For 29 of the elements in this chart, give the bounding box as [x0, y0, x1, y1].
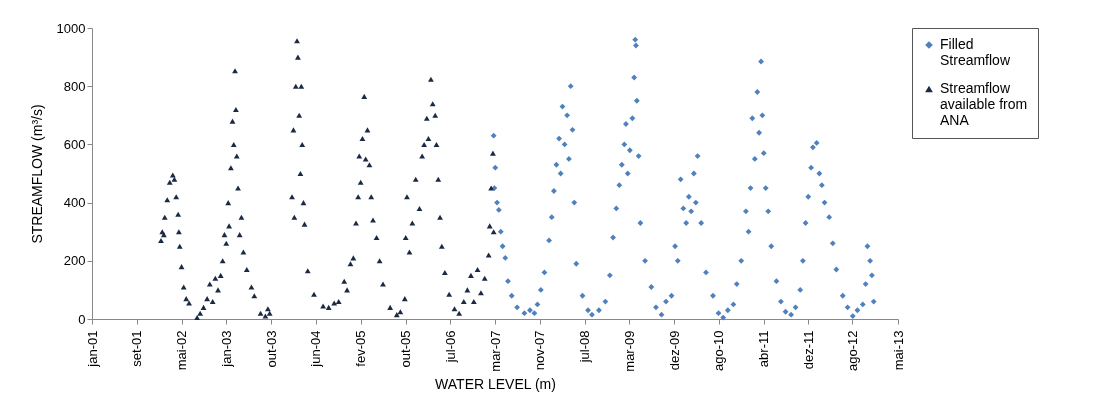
x-tick-label: jul-06	[442, 330, 458, 364]
x-tick-label: mai-13	[890, 330, 906, 371]
x-axis-title: WATER LEVEL (m)	[435, 375, 556, 392]
x-tick-label: mai-02	[174, 330, 190, 371]
x-tick-label: ago-10	[711, 330, 727, 371]
x-tick-label: ago-12	[844, 330, 860, 371]
y-tick-label: 1000	[56, 20, 86, 36]
y-tick-label: 400	[63, 195, 86, 211]
x-tick-label: dez-09	[666, 330, 682, 371]
x-tick-label: mar-09	[621, 330, 637, 372]
x-tick-label: mar-07	[487, 330, 503, 372]
x-tick-label: jan-01	[84, 330, 100, 368]
x-tick-label: set-01	[129, 330, 145, 367]
x-tick-label: abr-11	[756, 330, 772, 368]
x-tick-label: out-05	[398, 330, 414, 368]
y-tick-label: 800	[63, 78, 86, 94]
x-tick-label: jul-08	[577, 330, 593, 364]
x-tick-label: jun-04	[308, 330, 324, 368]
y-tick-label: 200	[63, 253, 86, 269]
x-tick-label: dez-11	[800, 330, 816, 370]
y-tick-label: 0	[78, 311, 86, 327]
y-tick-label: 600	[63, 136, 86, 152]
legend-label: Streamflow available from ANA	[940, 80, 1028, 128]
x-tick-label: fev-05	[353, 330, 369, 367]
x-tick-label: out-03	[263, 330, 279, 368]
x-tick-label: nov-07	[532, 330, 548, 371]
y-axis-title: STREAMFLOW (m³/s)	[28, 104, 45, 244]
legend-label: Filled Streamflow	[940, 36, 1011, 68]
x-tick-label: jan-03	[218, 330, 234, 368]
